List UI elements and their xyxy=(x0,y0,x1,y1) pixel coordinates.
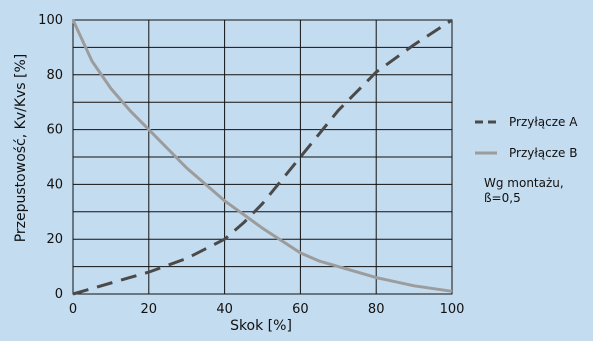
y-tick-label: 40 xyxy=(46,177,63,192)
mounting-note-line-1: Wg montażu, xyxy=(484,176,564,190)
y-axis-title: Przepustowość, Kv/Kvs [%] xyxy=(13,54,29,243)
x-tick-label: 100 xyxy=(440,302,465,317)
legend-label-przylacze-b: Przyłącze B xyxy=(509,146,577,160)
x-tick-label: 80 xyxy=(368,302,385,317)
x-tick-labels: 0 20 40 60 80 100 xyxy=(69,302,465,317)
x-tick-label: 20 xyxy=(141,302,158,317)
x-tick-label: 0 xyxy=(69,302,77,317)
y-tick-label: 20 xyxy=(46,232,63,247)
legend: Przyłącze A Przyłącze B xyxy=(475,115,578,160)
y-tick-label: 60 xyxy=(46,123,63,138)
series-lines xyxy=(71,18,453,296)
y-tick-labels: 0 20 40 60 80 100 xyxy=(38,13,63,302)
y-tick-label: 100 xyxy=(38,13,63,28)
grid xyxy=(72,19,453,295)
x-tick-label: 60 xyxy=(292,302,309,317)
y-tick-label: 0 xyxy=(55,287,63,302)
legend-label-przylacze-a: Przyłącze A xyxy=(509,115,578,129)
mounting-note-line-2: ß=0,5 xyxy=(484,191,521,205)
series-line-przylacze-b xyxy=(71,19,453,293)
y-tick-label: 80 xyxy=(46,68,63,83)
x-axis-title: Skok [%] xyxy=(230,318,292,334)
x-tick-label: 40 xyxy=(216,302,233,317)
series-line-przylacze-a xyxy=(72,18,453,296)
